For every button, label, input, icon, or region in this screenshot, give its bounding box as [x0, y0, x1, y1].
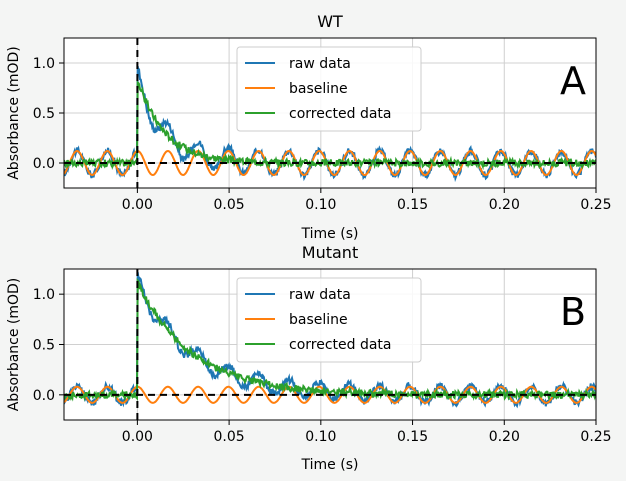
chart-panel-B: 0.00 0.05 0.10 0.15 0.20 0.25 0.0 0.5 1.0 Mutant T… — [6, 243, 612, 473]
y-tick-label: 0.5 — [33, 338, 55, 354]
x-tick-label: 0.10 — [305, 429, 336, 445]
x-tick-label: 0.25 — [580, 197, 611, 213]
x-tick-label: 0.05 — [214, 197, 245, 213]
y-axis-label: Absorbance (mOD) — [6, 46, 22, 180]
panel-label: B — [560, 290, 586, 334]
x-tick-label: 0.00 — [122, 197, 153, 213]
y-tick-label: 0.0 — [33, 388, 55, 404]
legend-label: raw data — [289, 287, 351, 303]
x-tick-label: 0.15 — [397, 429, 428, 445]
x-tick-label: 0.15 — [397, 197, 428, 213]
legend — [236, 46, 422, 132]
x-tick-label: 0.20 — [489, 429, 520, 445]
x-tick-label: 0.25 — [580, 429, 611, 445]
y-tick-label: 0.5 — [33, 106, 55, 122]
legend-label: baseline — [289, 81, 348, 97]
legend-label: corrected data — [289, 106, 392, 122]
y-tick-label: 1.0 — [33, 287, 55, 303]
chart-panel-A: 0.00 0.05 0.10 0.15 0.20 0.25 0.0 0.5 1.0 WT Time … — [6, 12, 612, 242]
panel-label: A — [560, 59, 586, 103]
chart-title: Mutant — [302, 243, 358, 262]
x-axis-label: Time (s) — [301, 457, 359, 473]
y-tick-label: 1.0 — [33, 56, 55, 72]
x-tick-label: 0.10 — [305, 197, 336, 213]
x-tick-label: 0.20 — [489, 197, 520, 213]
legend-label: corrected data — [289, 337, 392, 353]
x-axis-label: Time (s) — [301, 226, 359, 242]
legend-label: raw data — [289, 56, 351, 72]
y-axis-label: Absorbance (mOD) — [6, 278, 22, 412]
legend-label: baseline — [289, 312, 348, 328]
x-tick-label: 0.00 — [122, 429, 153, 445]
y-tick-label: 0.0 — [33, 156, 55, 172]
chart-title: WT — [317, 12, 343, 31]
x-tick-label: 0.05 — [214, 429, 245, 445]
legend — [236, 277, 422, 363]
